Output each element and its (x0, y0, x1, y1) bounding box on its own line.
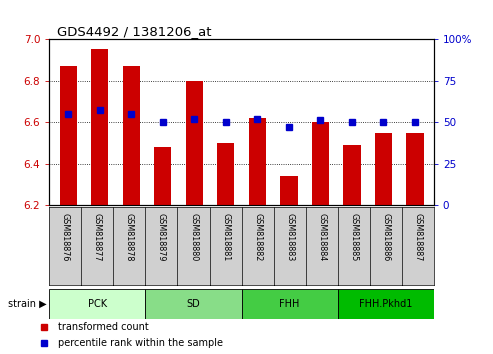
Bar (343, 145, 360, 205)
Text: FHH: FHH (280, 298, 300, 309)
Bar (217, 143, 235, 205)
Text: PCK: PCK (88, 298, 107, 309)
Bar (123, 66, 140, 205)
Text: percentile rank within the sample: percentile rank within the sample (58, 338, 223, 348)
Text: GSM818879: GSM818879 (157, 213, 166, 262)
Bar (375, 132, 392, 205)
Bar (242, 289, 338, 319)
Text: GDS4492 / 1381206_at: GDS4492 / 1381206_at (57, 25, 211, 38)
Text: GSM818878: GSM818878 (125, 213, 134, 262)
Bar (186, 80, 203, 205)
Bar (338, 289, 434, 319)
Text: GSM818886: GSM818886 (381, 213, 390, 262)
Text: GSM818884: GSM818884 (317, 213, 326, 262)
Bar (60, 66, 77, 205)
Text: GSM818883: GSM818883 (285, 213, 294, 262)
Bar (312, 122, 329, 205)
Text: GSM818887: GSM818887 (413, 213, 423, 262)
Bar (248, 118, 266, 205)
Text: strain ▶: strain ▶ (8, 298, 47, 309)
Bar (406, 132, 423, 205)
Bar (154, 147, 172, 205)
Text: transformed count: transformed count (58, 322, 149, 332)
Text: GSM818877: GSM818877 (93, 213, 102, 262)
Text: GSM818876: GSM818876 (61, 213, 70, 262)
Text: FHH.Pkhd1: FHH.Pkhd1 (359, 298, 413, 309)
Bar (91, 49, 108, 205)
Text: GSM818885: GSM818885 (349, 213, 358, 262)
Bar (49, 289, 145, 319)
Text: GSM818880: GSM818880 (189, 213, 198, 262)
Bar (280, 176, 297, 205)
Bar (145, 289, 242, 319)
Text: GSM818881: GSM818881 (221, 213, 230, 262)
Text: GSM818882: GSM818882 (253, 213, 262, 262)
Text: SD: SD (187, 298, 200, 309)
